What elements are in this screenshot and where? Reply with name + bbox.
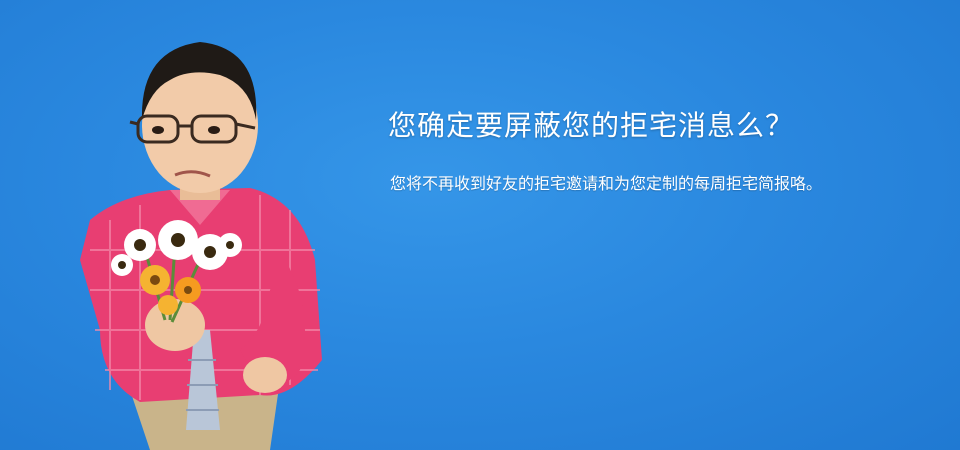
confirmation-description: 您将不再收到好友的拒宅邀请和为您定制的每周拒宅简报咯。 [390, 174, 823, 193]
man-with-flowers-illustration [60, 30, 340, 450]
confirmation-headline: 您确定要屏蔽您的拒宅消息么？ [388, 109, 795, 142]
